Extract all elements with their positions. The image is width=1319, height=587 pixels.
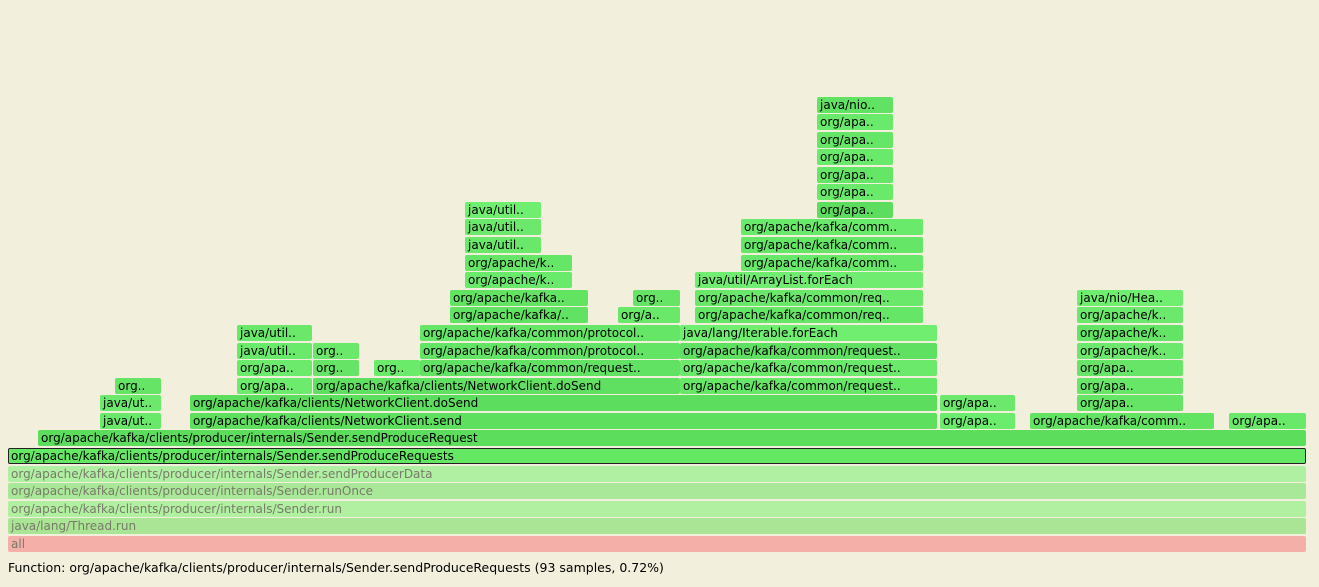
flame-frame[interactable]: java/util..: [237, 325, 312, 341]
flame-frame[interactable]: org/apache/k..: [465, 272, 572, 288]
flame-frame[interactable]: org/apa..: [940, 413, 1015, 429]
flame-frame[interactable]: org/apa..: [237, 360, 312, 376]
flame-frame[interactable]: java/ut..: [100, 395, 161, 411]
flame-frame[interactable]: org/apache/kafka/common/req..: [695, 307, 923, 323]
flame-frame[interactable]: org/apa..: [237, 378, 312, 394]
flame-frame[interactable]: java/util..: [465, 237, 541, 253]
flame-frame[interactable]: org/apache/kafka/..: [450, 307, 588, 323]
flame-frame[interactable]: org/apache/kafka/clients/NetworkClient.d…: [313, 378, 680, 394]
flame-frame[interactable]: org/apache/kafka/clients/producer/intern…: [8, 466, 1306, 482]
flame-frame[interactable]: org/apa..: [817, 149, 893, 165]
flame-frame[interactable]: org/apache/kafka/comm..: [1030, 413, 1214, 429]
flame-frame[interactable]: org/apa..: [817, 167, 893, 183]
flame-frame[interactable]: org/apache/k..: [1077, 343, 1183, 359]
flame-frame[interactable]: org/apa..: [1077, 395, 1183, 411]
flame-frame[interactable]: org/apache/kafka/clients/NetworkClient.s…: [190, 413, 937, 429]
flame-frame[interactable]: org/apache/kafka/comm..: [741, 237, 923, 253]
flame-frame[interactable]: org/apache/kafka/common/protocol..: [420, 343, 680, 359]
flame-frame[interactable]: java/lang/Thread.run: [8, 518, 1306, 534]
flame-frame[interactable]: org/apache/kafka/clients/producer/intern…: [8, 448, 1306, 464]
flame-frame[interactable]: java/nio/Hea..: [1077, 290, 1183, 306]
flame-frame[interactable]: org/apache/kafka/common/req..: [695, 290, 923, 306]
flame-frame[interactable]: org/apache/kafka/common/request..: [680, 343, 937, 359]
flame-frame[interactable]: org/apache/kafka/comm..: [741, 255, 923, 271]
status-bar: Function: org/apache/kafka/clients/produ…: [8, 560, 664, 575]
flame-frame[interactable]: org/apa..: [817, 202, 893, 218]
flame-frame[interactable]: org/apache/kafka/clients/producer/intern…: [8, 501, 1306, 517]
flame-frame[interactable]: org/apa..: [940, 395, 1015, 411]
flame-frame[interactable]: org/apa..: [817, 184, 893, 200]
flame-frame[interactable]: all: [8, 536, 1306, 552]
flame-frame[interactable]: org..: [374, 360, 420, 376]
flame-frame[interactable]: org/apache/kafka/clients/producer/intern…: [8, 483, 1306, 499]
flame-frame[interactable]: org/apache/k..: [1077, 325, 1183, 341]
flame-frame[interactable]: java/lang/Iterable.forEach: [680, 325, 937, 341]
flame-frame[interactable]: org/apa..: [817, 114, 893, 130]
flame-frame[interactable]: org/apache/kafka..: [450, 290, 588, 306]
flame-frame[interactable]: org/apache/kafka/common/request..: [680, 378, 937, 394]
flame-frame[interactable]: java/nio..: [817, 97, 893, 113]
flame-frame[interactable]: org/apache/k..: [1077, 307, 1183, 323]
flame-frame[interactable]: java/util..: [465, 202, 541, 218]
flame-frame[interactable]: org/apache/kafka/clients/NetworkClient.d…: [190, 395, 937, 411]
flame-frame[interactable]: org..: [313, 343, 359, 359]
flame-frame[interactable]: org/apache/kafka/common/request..: [680, 360, 937, 376]
flame-graph: all java/lang/Thread.run org/apache/kafka/…: [8, 97, 1306, 552]
flame-frame[interactable]: org/apa..: [817, 132, 893, 148]
flame-frame[interactable]: org/apa..: [1229, 413, 1306, 429]
flame-frame[interactable]: org/apache/kafka/clients/producer/intern…: [38, 430, 1306, 446]
flame-frame[interactable]: java/util..: [237, 343, 312, 359]
flame-frame[interactable]: org..: [313, 360, 359, 376]
flame-frame[interactable]: org..: [115, 378, 161, 394]
flame-frame[interactable]: org/apache/kafka/common/protocol..: [420, 325, 680, 341]
flame-frame[interactable]: java/ut..: [100, 413, 161, 429]
flame-frame[interactable]: org/apache/kafka/comm..: [741, 219, 923, 235]
flame-frame[interactable]: org/a..: [618, 307, 680, 323]
flame-frame[interactable]: org/apache/k..: [465, 255, 572, 271]
flame-frame[interactable]: java/util..: [465, 219, 541, 235]
flame-frame[interactable]: org/apa..: [1077, 378, 1183, 394]
flame-frame[interactable]: org..: [633, 290, 680, 306]
flame-frame[interactable]: java/util/ArrayList.forEach: [695, 272, 923, 288]
flame-frame[interactable]: org/apache/kafka/common/request..: [420, 360, 680, 376]
flame-frame[interactable]: org/apa..: [1077, 360, 1183, 376]
